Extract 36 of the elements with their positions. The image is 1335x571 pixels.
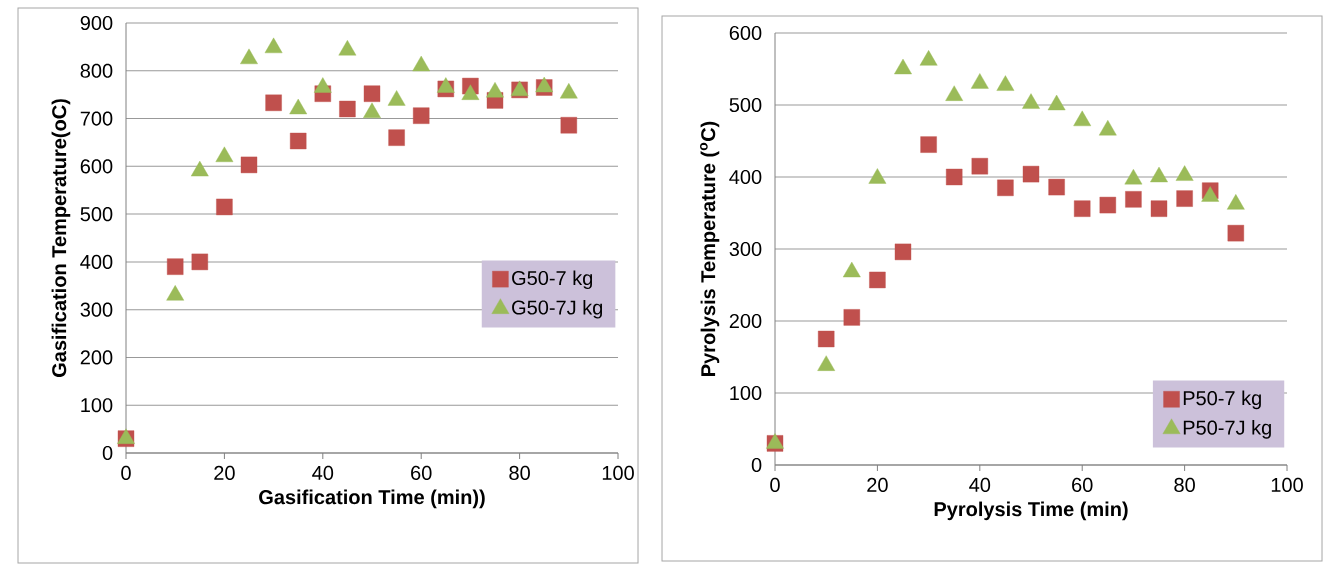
x-tick-label: 20 (214, 465, 235, 481)
x-tick-label: 80 (509, 465, 530, 481)
x-tick-label: 80 (1174, 477, 1195, 493)
legend-label: P50-7 kg (1183, 390, 1261, 410)
y-tick-label: 100 (730, 385, 762, 401)
x-tick-label: 0 (121, 465, 131, 481)
x-tick-label: 100 (1271, 477, 1303, 493)
y-tick-label: 500 (729, 97, 762, 113)
y-tick-label: 0 (102, 445, 113, 461)
y-tick-label: 300 (729, 241, 762, 257)
x-tick-label: 40 (312, 465, 334, 481)
y-tick-label: 400 (80, 254, 113, 269)
y-tick-label: 100 (81, 398, 113, 413)
y-tick-label: 200 (80, 350, 113, 365)
y-tick-label: 600 (80, 159, 113, 174)
y-axis-title: Pyrolysis Temperature ($^{o}$C) (700, 121, 720, 376)
y-tick-label: 800 (80, 63, 113, 78)
x-axis-title: Gasification Time (min)) (259, 489, 485, 509)
y-axis-title: Gasification Temperature(oC) (51, 99, 71, 378)
y-tick-label: 300 (80, 302, 113, 317)
y-tick-label: 700 (80, 111, 113, 126)
y-tick-label: 900 (80, 15, 113, 31)
y-tick-label: 600 (729, 25, 762, 41)
legend-label: G50-7J kg (512, 299, 603, 319)
legend-label: P50-7J kg (1183, 420, 1271, 439)
x-tick-label: 20 (867, 477, 888, 493)
y-tick-label: 400 (729, 169, 762, 185)
x-tick-label: 0 (770, 477, 780, 493)
x-tick-label: 100 (602, 465, 634, 481)
x-tick-label: 60 (1072, 477, 1093, 493)
x-axis-title: Pyrolysis Time (min) (934, 501, 1128, 521)
y-tick-label: 500 (80, 207, 113, 222)
legend-label: G50-7 kg (512, 270, 593, 290)
x-tick-label: 60 (411, 465, 432, 481)
x-tick-label: 40 (969, 477, 991, 493)
y-tick-label: 200 (729, 313, 762, 329)
